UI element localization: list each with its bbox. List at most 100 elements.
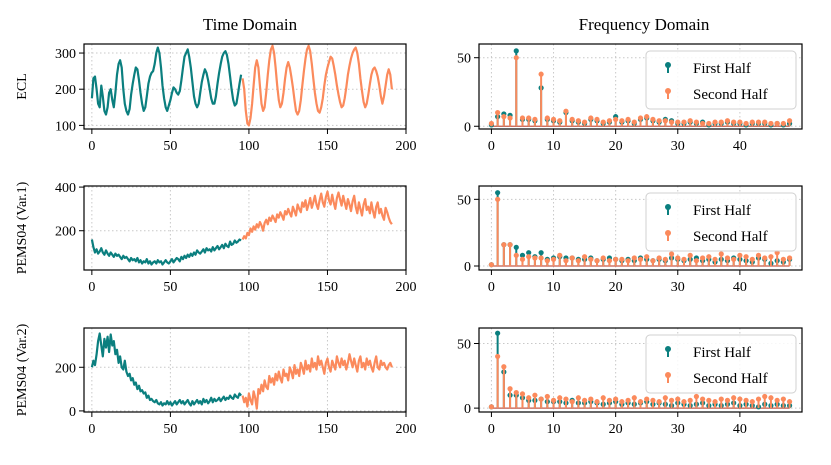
x-tick-label: 150 — [317, 280, 338, 295]
stem-marker-second-half — [495, 196, 501, 202]
y-tick-label: 300 — [55, 47, 76, 62]
axes-frame — [83, 43, 407, 130]
x-tick-label: 100 — [238, 280, 259, 295]
stem-marker-second-half — [687, 118, 693, 124]
series-line-second-half — [241, 44, 393, 127]
stem-marker-second-half — [544, 115, 550, 121]
legend-label-first: First Half — [693, 203, 751, 219]
y-tick-label: 50 — [457, 52, 471, 67]
stem-marker-second-half — [675, 255, 681, 261]
stem-marker-second-half — [731, 256, 737, 262]
stem-marker-second-half — [613, 256, 619, 262]
stem-marker-second-half — [588, 115, 594, 121]
axes-frame — [478, 185, 803, 271]
legend: First Half Second Half — [645, 50, 797, 110]
stem-marker-second-half — [693, 258, 700, 264]
stem-marker-second-half — [780, 256, 786, 262]
legend-label-second: Second Half — [693, 87, 768, 103]
stem-marker-second-half — [768, 120, 774, 127]
stem-marker-second-half — [656, 399, 662, 405]
stem-marker-second-half — [749, 399, 755, 405]
stem-marker-second-half — [581, 397, 588, 403]
stem-marker-second-half — [532, 392, 538, 398]
x-tick-label: 50 — [163, 139, 177, 154]
stem-marker-second-half — [755, 252, 762, 258]
stem-marker-second-half — [718, 119, 724, 125]
stem-marker-second-half — [538, 255, 544, 261]
stem-marker-second-half — [737, 396, 743, 402]
stem-marker-second-half — [644, 114, 650, 120]
stem-marker-second-half — [613, 116, 619, 123]
stem-marker-second-half — [625, 397, 631, 403]
series-line-second-half — [241, 353, 393, 410]
x-tick-label: 0 — [88, 280, 95, 295]
stem-marker-second-half — [650, 397, 656, 403]
stem-marker-second-half — [693, 393, 700, 400]
stem-marker-second-half — [619, 256, 625, 262]
stem-marker-second-half — [563, 108, 569, 114]
stem-marker-second-half — [681, 399, 687, 405]
y-tick-label: 0 — [464, 260, 471, 275]
panel-pems1-time: 0 50 100 150 200 200 400 PEMS04 (Var.1) — [15, 181, 417, 295]
legend-label-second: Second Half — [693, 229, 768, 245]
legend-box — [645, 50, 797, 110]
stem-marker-second-half — [507, 115, 513, 121]
x-tick-label: 150 — [317, 422, 338, 437]
stem-marker-second-half — [768, 254, 774, 260]
x-tick-label: 50 — [163, 280, 177, 295]
y-tick-label: 50 — [457, 338, 471, 353]
stem-marker-second-half — [625, 258, 631, 264]
stem-marker-second-half — [532, 116, 538, 123]
stem-marker-second-half — [675, 119, 681, 125]
stem-marker-second-half — [687, 397, 693, 403]
stem-marker-first-half — [495, 330, 501, 336]
stem-marker-second-half — [650, 116, 656, 123]
stem-marker-second-half — [706, 254, 712, 260]
x-tick-label: 0 — [88, 139, 95, 154]
stem-marker-second-half — [538, 396, 544, 402]
stem-marker-second-half — [495, 109, 501, 116]
stem-marker-second-half — [588, 396, 594, 402]
stem-marker-second-half — [731, 119, 737, 125]
x-tick-label: 10 — [547, 139, 561, 154]
axes-frame — [83, 327, 407, 413]
stem-marker-second-half — [526, 254, 532, 260]
panel-pems1-freq: First Half Second Half 0 10 20 30 40 0 50 — [457, 185, 803, 295]
stem-marker-first-half — [513, 48, 519, 54]
x-tick-label: 30 — [671, 139, 685, 154]
stem-marker-second-half — [507, 386, 513, 392]
stem-marker-second-half — [513, 55, 519, 61]
stem-marker-second-half — [712, 399, 718, 405]
stem-marker-second-half — [681, 119, 687, 125]
y-tick-label: 200 — [55, 83, 76, 98]
stem-marker-second-half — [662, 118, 668, 124]
stem-marker-second-half — [706, 397, 712, 403]
stem-marker-second-half — [712, 256, 718, 262]
x-tick-label: 40 — [733, 422, 747, 437]
x-tick-label: 30 — [671, 280, 685, 295]
y-tick-label: 0 — [464, 402, 471, 417]
stem-marker-second-half — [488, 262, 495, 268]
stem-marker-second-half — [718, 396, 724, 402]
stem-marker-second-half — [606, 397, 613, 403]
stem-marker-first-half — [513, 244, 519, 250]
stem-marker-second-half — [575, 395, 581, 401]
legend-label-second: Second Half — [693, 371, 768, 387]
stem-marker-second-half — [749, 119, 755, 125]
stem-marker-second-half — [581, 254, 588, 260]
stem-marker-first-half — [519, 252, 526, 258]
legend-marker-first — [665, 346, 671, 352]
stem-marker-second-half — [743, 120, 749, 127]
panel-pems2-freq: First Half Second Half 0 10 20 30 40 0 50 — [457, 327, 803, 437]
stem-marker-second-half — [594, 399, 600, 405]
stem-marker-second-half — [544, 393, 550, 400]
time-domain-title: Time Domain — [203, 15, 298, 34]
stem-marker-second-half — [569, 255, 575, 261]
stem-marker-second-half — [495, 353, 501, 360]
x-tick-label: 100 — [238, 422, 259, 437]
stem-marker-second-half — [488, 404, 495, 410]
stem-marker-second-half — [712, 119, 718, 125]
stem-marker-second-half — [501, 242, 507, 248]
